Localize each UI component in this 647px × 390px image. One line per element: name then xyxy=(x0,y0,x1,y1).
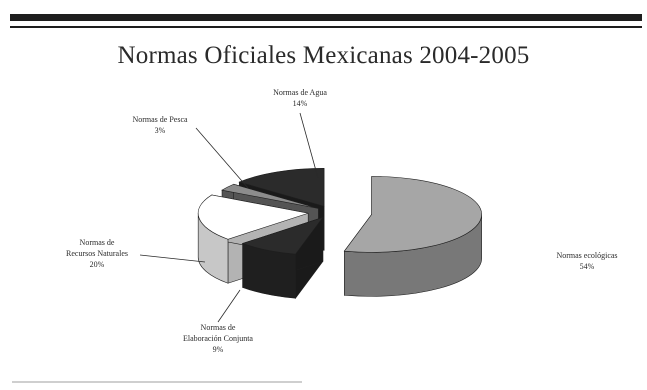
top-rule-thin xyxy=(10,26,642,28)
slice-label-4: Normas de Agua xyxy=(273,88,327,97)
chart-title: Normas Oficiales Mexicanas 2004-2005 xyxy=(117,42,530,69)
leader-lines xyxy=(139,112,319,323)
slice-value-3: 3% xyxy=(155,126,166,135)
slice-value-2: 20% xyxy=(90,260,105,269)
slice-label-2: Recursos Naturales xyxy=(66,249,128,258)
pie-slice-1 xyxy=(241,216,324,300)
leader-line-1 xyxy=(217,289,241,323)
top-rule-thick xyxy=(10,14,642,21)
slice-label-1: Elaboración Conjunta xyxy=(183,334,253,343)
pie-slices xyxy=(197,167,482,300)
slice-value-4: 14% xyxy=(293,99,308,108)
slice-labels: Normas ecológicas 54% Normas de Elaboración… xyxy=(66,88,618,354)
leader-line-4 xyxy=(299,112,319,179)
pie-slice-0 xyxy=(343,176,482,297)
leader-line-2 xyxy=(139,254,206,263)
slice-label-2: Normas de xyxy=(80,238,115,247)
slice-label-1: Normas de xyxy=(201,323,236,332)
slice-value-1: 9% xyxy=(213,345,224,354)
footer-rule xyxy=(12,381,302,383)
slice-value-0: 54% xyxy=(580,262,595,271)
leader-line-3 xyxy=(195,127,249,189)
slice-label-0: Normas ecológicas xyxy=(556,251,617,260)
slice-label-3: Normas de Pesca xyxy=(132,115,188,124)
